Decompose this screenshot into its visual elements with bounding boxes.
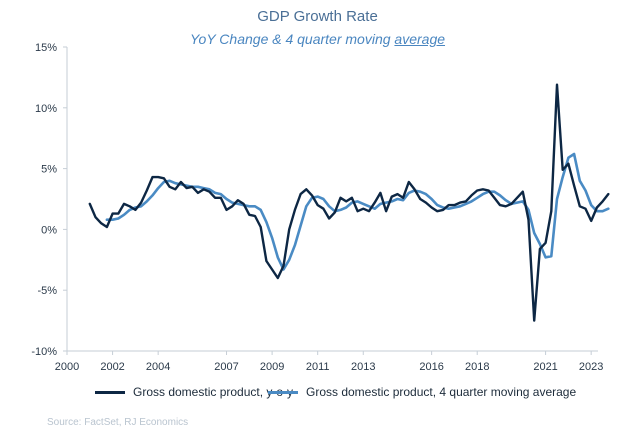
subtitle-text: YoY Change & 4 quarter moving bbox=[189, 31, 395, 47]
legend-label-moving-average: Gross domestic product, 4 quarter moving… bbox=[306, 385, 577, 399]
y-tick-label: 10% bbox=[35, 103, 57, 115]
y-tick-label: 0% bbox=[41, 224, 57, 236]
series-line-yoy bbox=[88, 83, 610, 322]
x-tick-label: 2002 bbox=[100, 361, 124, 373]
y-tick-label: -10% bbox=[31, 346, 57, 358]
legend-item-yoy: Gross domestic product, y-o-y bbox=[95, 385, 293, 399]
chart-legend: Gross domestic product, y-o-y Gross dome… bbox=[0, 385, 635, 407]
x-tick-label: 2011 bbox=[306, 361, 330, 373]
y-tick-label: -5% bbox=[37, 285, 57, 297]
x-tick-label: 2023 bbox=[579, 361, 603, 373]
x-tick-label: 2004 bbox=[146, 361, 170, 373]
legend-label-yoy: Gross domestic product, y-o-y bbox=[133, 385, 294, 399]
subtitle-underlined-text: average bbox=[394, 31, 446, 47]
chart-subtitle: YoY Change & 4 quarter moving average bbox=[0, 31, 635, 47]
x-tick-label: 2018 bbox=[465, 361, 489, 373]
x-tick-label: 2007 bbox=[214, 361, 238, 373]
chart-title: GDP Growth Rate bbox=[257, 8, 378, 25]
legend-swatch-moving-average bbox=[268, 390, 298, 394]
y-tick-label: 5% bbox=[41, 164, 57, 176]
legend-item-moving-average: Gross domestic product, 4 quarter moving… bbox=[268, 385, 576, 399]
y-tick-label: 15% bbox=[35, 42, 57, 54]
source-note: Source: FactSet, RJ Economics bbox=[47, 417, 189, 428]
x-tick-label: 2009 bbox=[260, 361, 284, 373]
legend-swatch-yoy bbox=[95, 390, 125, 394]
x-tick-label: 2013 bbox=[351, 361, 375, 373]
x-tick-label: 2016 bbox=[419, 361, 443, 373]
x-tick-label: 2021 bbox=[533, 361, 557, 373]
x-tick-label: 2000 bbox=[55, 361, 79, 373]
